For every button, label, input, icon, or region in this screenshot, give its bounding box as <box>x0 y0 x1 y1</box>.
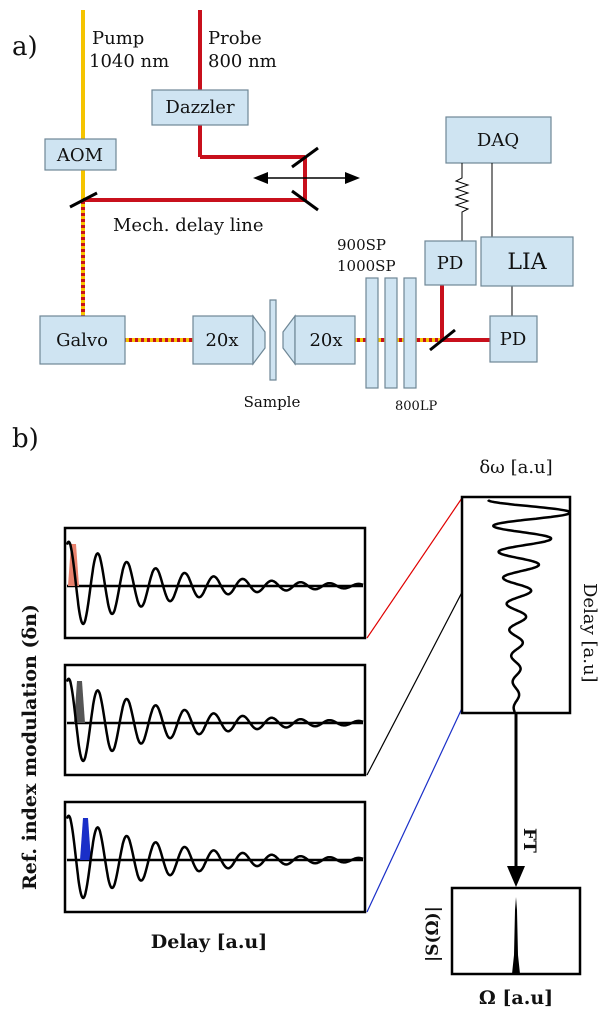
delay-arrow-right-head <box>345 172 360 184</box>
filter-1000sp <box>384 277 398 389</box>
dazzler-label: Dazzler <box>165 97 235 118</box>
probe-label: Probe <box>208 28 262 49</box>
filter-900sp <box>365 277 379 389</box>
objective-right-label: 20x <box>309 330 342 351</box>
filter-900sp-label: 900SP <box>337 236 386 254</box>
pulse-highlight <box>80 818 91 860</box>
aom-label: AOM <box>56 145 103 166</box>
objective-right-tip <box>282 314 296 366</box>
delta-omega-label: δω [a.u] <box>479 457 552 478</box>
daq-box <box>445 116 552 164</box>
sample-label: Sample <box>244 393 301 411</box>
resistor-icon <box>454 163 470 241</box>
lia-box <box>480 236 574 287</box>
filter-1000sp-label: 1000SP <box>337 257 396 275</box>
spectrum-peak <box>512 897 520 974</box>
objective-left-label: 20x <box>205 330 238 351</box>
aom-box <box>44 138 117 171</box>
probe-wavelength: 800 nm <box>208 51 277 72</box>
pump-label: Pump <box>92 28 144 49</box>
ft-label: FT <box>519 828 539 853</box>
delay-line-label: Mech. delay line <box>113 215 264 236</box>
damped-oscillation <box>65 540 364 626</box>
panel-a-label: a) <box>12 32 38 62</box>
chirp-curve <box>487 499 571 713</box>
delay-arrow-left-head <box>253 172 268 184</box>
combined-beam-galvo <box>125 338 193 342</box>
pd-top-box <box>424 240 477 286</box>
retro-mirror-lower <box>291 189 319 212</box>
lia-label: LIA <box>507 250 547 275</box>
objective-right-box <box>294 315 356 365</box>
objective-left-tip <box>252 314 266 366</box>
panel-a: a) Pump 1040 nm Probe 800 nm Mech. delay… <box>12 10 574 414</box>
connector-red <box>366 497 463 639</box>
spectrogram-side-label: Delay [a.u] <box>579 583 600 683</box>
pd-bottom-box <box>489 315 538 363</box>
panel-b-label: b) <box>12 424 39 454</box>
combined-beam-vertical <box>81 200 85 318</box>
pickoff-mirror <box>429 328 456 352</box>
decay-curves <box>65 540 364 900</box>
refindex-ylabel: Ref. index modulation (δn) <box>19 604 41 890</box>
pd-bottom-label: PD <box>500 329 527 350</box>
decay-panel-1 <box>63 526 367 640</box>
dichroic-mirror-top <box>69 191 98 209</box>
ft-arrow-head <box>507 866 525 887</box>
filter-800lp-label: 800LP <box>395 399 437 414</box>
pd-top-label: PD <box>437 253 464 274</box>
damped-oscillation <box>65 677 364 763</box>
damped-oscillation <box>65 814 364 900</box>
spectrogram-panel <box>460 495 572 715</box>
decay-xlabel: Delay [a.u] <box>151 931 267 953</box>
objective-left-box <box>192 315 254 365</box>
pump-wavelength: 1040 nm <box>89 51 169 72</box>
sample-slide <box>269 299 277 381</box>
dazzler-box <box>151 89 249 126</box>
pulse-highlight <box>74 681 85 723</box>
decay-panel-3 <box>63 800 367 914</box>
spectrum-ylabel: |S(Ω)| <box>423 906 443 962</box>
spectrum-xlabel: Ω [a.u] <box>479 987 553 1009</box>
decay-panel-2 <box>63 663 367 777</box>
daq-label: DAQ <box>477 130 519 151</box>
filter-800lp <box>403 277 417 389</box>
panel-b: b) Ref. index modulation (δn) Delay [a.u… <box>12 424 600 1009</box>
galvo-box <box>39 315 126 365</box>
galvo-label: Galvo <box>56 330 108 351</box>
retro-mirror-upper <box>291 146 319 169</box>
